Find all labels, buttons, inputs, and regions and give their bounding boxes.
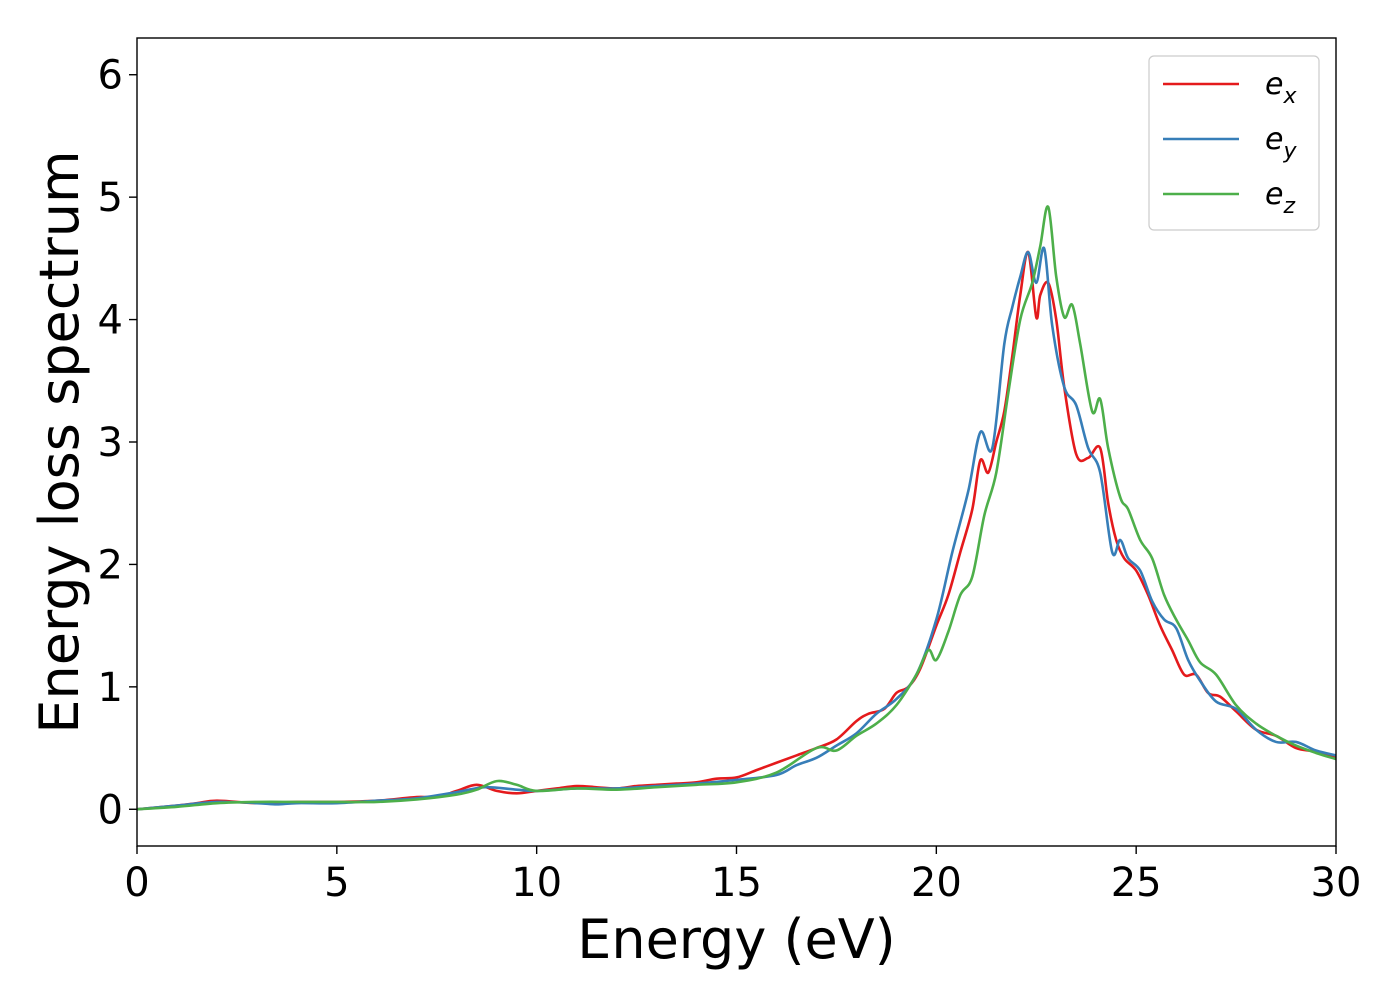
legend-label-z: ez: [1265, 177, 1295, 219]
x-tick-label: 15: [711, 860, 762, 906]
y-tick-label: 1: [98, 665, 123, 711]
legend-box: [1148, 55, 1320, 231]
x-tick-label: 25: [1111, 860, 1162, 906]
y-tick-label: 2: [98, 542, 123, 588]
y-tick-label: 3: [98, 420, 123, 466]
y-axis: 0 1 2 3 4 5 6: [98, 53, 137, 833]
legend-label-y: ey: [1265, 122, 1297, 164]
x-tick-label: 20: [911, 860, 962, 906]
legend: ex ey ez: [1148, 55, 1320, 231]
series-layer: [137, 205, 1336, 811]
series-line-z: [137, 205, 1336, 811]
y-tick-label: 5: [98, 175, 123, 221]
x-tick-label: 5: [324, 860, 349, 906]
x-tick-label: 10: [511, 860, 562, 906]
series-line-y: [137, 246, 1336, 811]
x-tick-label: 30: [1311, 860, 1362, 906]
y-tick-label: 0: [98, 787, 123, 833]
legend-label-x: ex: [1265, 67, 1297, 109]
y-axis-title: Energy loss spectrum: [28, 150, 91, 733]
x-tick-label: 0: [124, 860, 149, 906]
x-axis: 0 5 10 15 20 25 30: [124, 846, 1361, 906]
x-axis-title: Energy (eV): [577, 908, 896, 971]
y-tick-label: 4: [98, 298, 123, 344]
y-tick-label: 6: [98, 53, 123, 99]
series-line-x: [137, 250, 1336, 811]
